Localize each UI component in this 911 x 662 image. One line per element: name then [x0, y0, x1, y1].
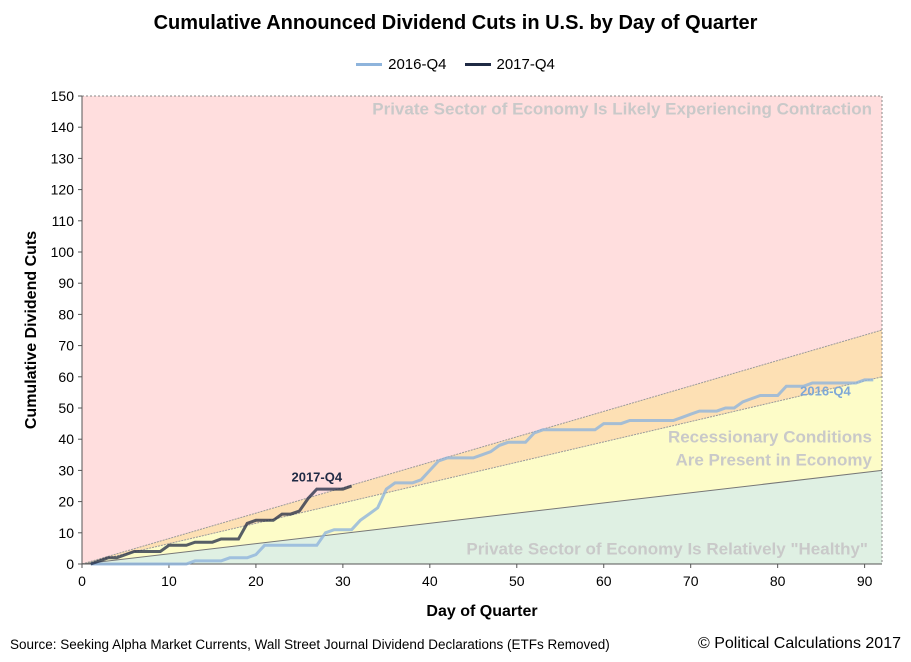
legend: 2016-Q4 2017-Q4	[0, 56, 911, 73]
legend-swatch-2017	[464, 63, 491, 66]
x-tick-label: 40	[422, 573, 438, 589]
x-tick-label: 20	[248, 573, 264, 589]
y-tick-label: 110	[52, 213, 75, 229]
y-tick-label: 30	[58, 462, 74, 478]
series-label-2016: 2016-Q4	[800, 384, 851, 399]
x-tick-label: 0	[78, 573, 86, 589]
x-tick-label: 10	[161, 573, 177, 589]
y-tick-label: 60	[58, 369, 74, 385]
y-tick-label: 50	[58, 400, 74, 416]
y-tick-label: 20	[58, 494, 74, 510]
x-tick-label: 60	[596, 573, 612, 589]
y-tick-label: 40	[58, 431, 74, 447]
legend-item-2017: 2017-Q4	[464, 56, 555, 73]
annotation-recession-2: Are Present in Economy	[675, 451, 872, 470]
y-tick-label: 130	[51, 150, 75, 166]
series-line-2017-q4	[90, 484, 353, 566]
source-note: Source: Seeking Alpha Market Currents, W…	[10, 637, 610, 652]
y-axis-label: Cumulative Dividend Cuts	[23, 231, 40, 429]
y-tick-label: 10	[58, 525, 74, 541]
y-tick-label: 150	[51, 88, 75, 104]
annotation-contraction: Private Sector of Economy Is Likely Expe…	[372, 100, 872, 119]
copyright-note: © Political Calculations 2017	[697, 635, 901, 652]
y-tick-label: 100	[51, 244, 75, 260]
chart-title: Cumulative Announced Dividend Cuts in U.…	[153, 12, 758, 34]
x-tick-label: 70	[683, 573, 699, 589]
legend-label-2016: 2016-Q4	[388, 56, 447, 73]
x-axis-label: Day of Quarter	[426, 603, 537, 620]
upper-boundary-line	[81, 329, 883, 565]
x-tick-label: 80	[770, 573, 786, 589]
y-tick-label: 0	[66, 556, 74, 572]
legend-swatch-2016	[356, 63, 383, 66]
series-line-2016-q4	[90, 378, 874, 566]
series-label-2017: 2017-Q4	[291, 469, 342, 484]
x-tick-label: 30	[335, 573, 351, 589]
x-tick-label: 90	[857, 573, 873, 589]
annotation-healthy: Private Sector of Economy Is Relatively …	[466, 540, 868, 559]
mid-boundary-line	[81, 376, 883, 565]
annotation-recession-1: Recessionary Conditions	[668, 427, 872, 446]
y-tick-label: 80	[58, 306, 74, 322]
lower-boundary-line	[81, 469, 883, 565]
y-tick-label: 70	[58, 338, 74, 354]
y-tick-label: 90	[58, 275, 74, 291]
y-tick-label: 140	[51, 119, 75, 135]
x-tick-label: 50	[509, 573, 525, 589]
legend-item-2016: 2016-Q4	[356, 56, 447, 73]
y-tick-label: 120	[51, 182, 75, 198]
legend-label-2017: 2017-Q4	[496, 56, 555, 73]
